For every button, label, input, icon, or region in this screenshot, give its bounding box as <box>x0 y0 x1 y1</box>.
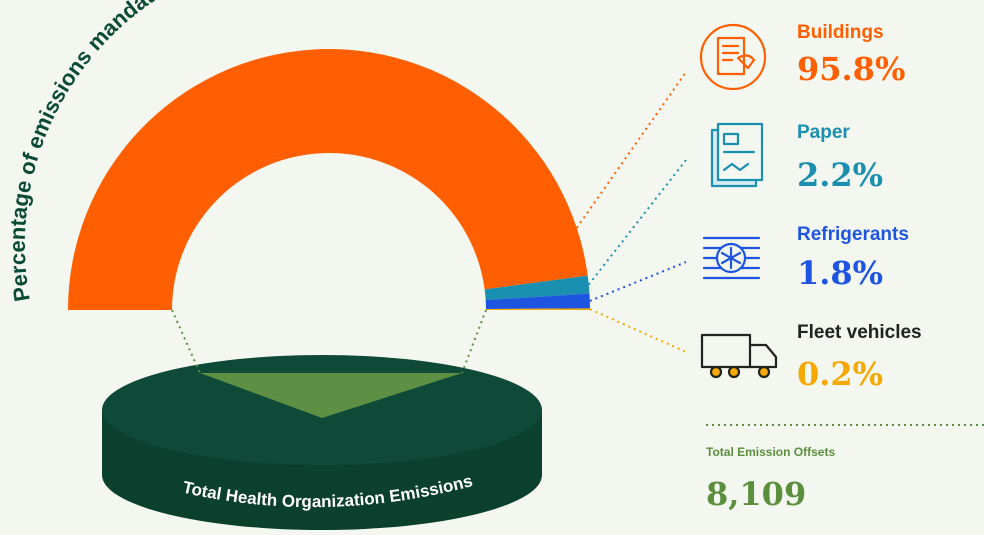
refrigerant-icon <box>702 236 761 280</box>
slice <box>484 275 590 301</box>
connector <box>587 159 687 286</box>
slice <box>68 49 588 311</box>
truck-icon <box>700 333 778 379</box>
value-label: 1.8% <box>797 254 883 292</box>
value-label: 95.8% <box>797 50 905 88</box>
category-label: Paper <box>797 122 850 143</box>
connector <box>575 71 687 229</box>
slice <box>485 308 590 310</box>
total-value: 8,109 <box>706 475 806 513</box>
base-disc: Total Health Organization Emissions <box>102 309 542 530</box>
total-label: Total Emission Offsets <box>706 445 835 459</box>
disc-wedge <box>200 373 462 418</box>
slice <box>485 293 590 310</box>
category-label: Buildings <box>797 22 884 43</box>
value-label: 2.2% <box>797 156 883 194</box>
category-label: Fleet vehicles <box>797 322 922 343</box>
slices <box>68 49 590 311</box>
category-label: Refrigerants <box>797 224 909 245</box>
building-icon <box>699 23 767 91</box>
value-label: 0.2% <box>797 355 883 393</box>
paper-icon <box>710 122 764 188</box>
